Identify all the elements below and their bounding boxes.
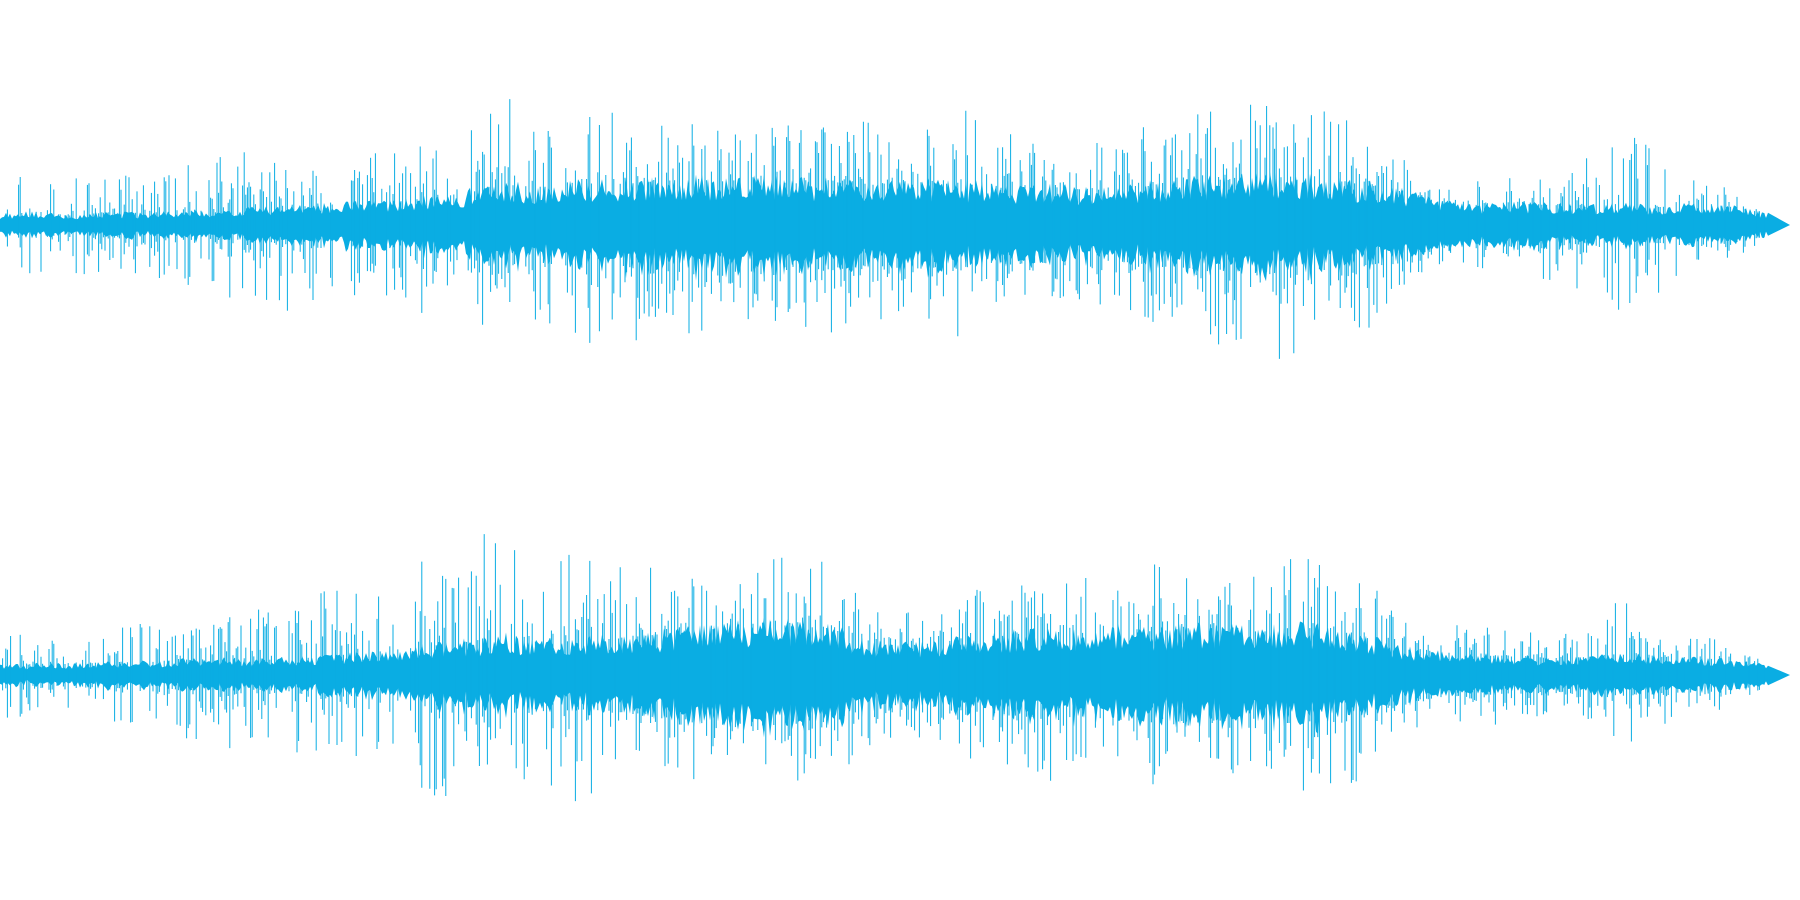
channel-top-waveform [0,99,1790,359]
channel-bottom-waveform [0,534,1790,802]
waveform-body [0,172,1790,282]
